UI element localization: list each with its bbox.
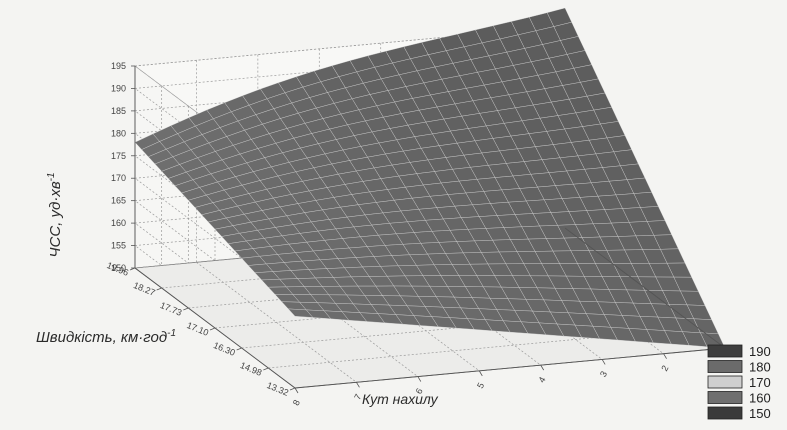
response-surface (134, 7, 726, 349)
speed-tick-label: 13.32 (265, 380, 290, 398)
speed-tick-label: 17.10 (185, 320, 210, 338)
angle-tick-mark (294, 387, 299, 394)
legend-swatch (707, 360, 743, 373)
legend-swatch (707, 391, 743, 404)
speed-tick-label: 17.73 (159, 300, 184, 318)
z-tick-label: 165 (111, 196, 126, 206)
z-axis-title: ЧСС, уд·хв-1 (46, 172, 64, 257)
angle-tick-mark (663, 353, 667, 359)
legend-label: 190 (749, 344, 771, 359)
box-edge (564, 227, 726, 349)
speed-tick-mark (236, 347, 242, 351)
speed-tick-mark (289, 387, 296, 391)
angle-tick-mark (478, 370, 483, 377)
angle-tick-mark (417, 376, 422, 382)
angle-tick-label: 2 (659, 364, 670, 373)
angle-tick-mark (356, 382, 360, 388)
z-tick-label: 180 (111, 128, 126, 138)
axis-ticks: 195 190 185 180 175 170 165 160 155 15019.9618.27… (105, 61, 732, 407)
z-tick-label: 175 (111, 151, 126, 161)
angle-tick-label: 7 (352, 392, 363, 401)
z-tick-label: 195 (111, 61, 126, 71)
speed-tick-label: 14.98 (239, 360, 264, 378)
speed-tick-label: 16.30 (212, 340, 237, 358)
speed-tick-mark (156, 287, 162, 291)
z-tick-label: 185 (111, 106, 126, 116)
z-tick-label: 160 (111, 218, 126, 228)
speed-tick-mark (209, 327, 216, 331)
legend-label: 150 (749, 406, 771, 421)
legend-swatch (707, 406, 743, 420)
angle-tick-label: 6 (414, 387, 425, 396)
legend-swatch (707, 375, 743, 389)
angle-tick-label: 3 (598, 369, 609, 378)
angle-tick-label: 4 (536, 375, 547, 384)
legend-label: 160 (749, 391, 771, 406)
speed-tick-label: 19.96 (105, 260, 130, 278)
angle-tick-label: 8 (291, 398, 302, 407)
legend-label: 170 (749, 375, 771, 390)
speed-tick-mark (263, 367, 269, 371)
speed-tick-label: 18.27 (132, 280, 157, 298)
angle-tick-mark (540, 364, 545, 371)
angle-tick-label: 5 (475, 381, 486, 390)
z-tick-label: 190 (111, 83, 126, 93)
angle-tick-mark (601, 359, 606, 365)
speed-tick-mark (129, 267, 136, 271)
z-tick-label: 170 (111, 173, 126, 183)
z-tick-label: 155 (111, 241, 126, 251)
legend-label: 180 (749, 360, 771, 375)
speed-tick-mark (183, 307, 189, 311)
angle-axis-title: Кут нахилу (362, 391, 439, 407)
z-tick-label: 150 (111, 263, 126, 273)
box-edge (294, 347, 726, 389)
legend-swatch (707, 344, 743, 358)
speed-axis-title: Швидкість, км·год-1 (36, 328, 176, 346)
